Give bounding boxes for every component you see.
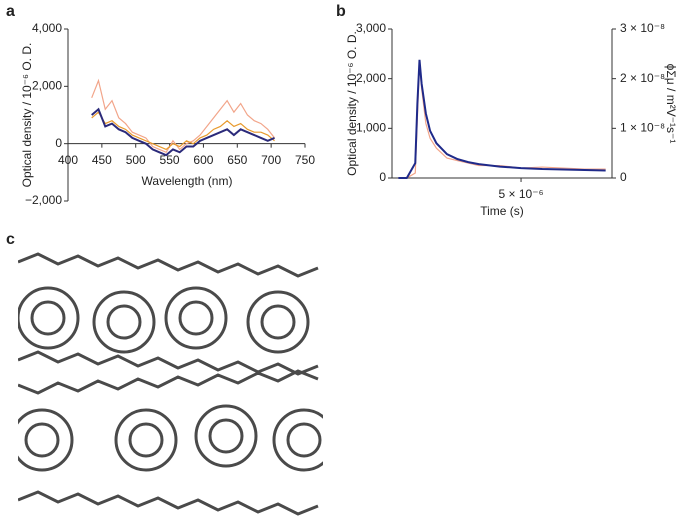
y-tick-label: 2,000 <box>32 79 62 93</box>
y2-tick-label: 3 × 10⁻⁸ <box>620 21 665 35</box>
y-tick-label: 2,000 <box>356 71 386 85</box>
y2-tick-label: 0 <box>620 170 627 184</box>
x-tick-label: 600 <box>193 153 213 167</box>
y2-axis-label: ϕΣμ / m²V⁻¹s⁻¹ <box>664 64 678 144</box>
y2-tick-label: 2 × 10⁻⁸ <box>620 71 665 85</box>
data-line <box>91 111 275 151</box>
x-axis-label: Wavelength (nm) <box>142 174 233 188</box>
data-line <box>398 59 606 179</box>
x-tick-label: 750 <box>295 153 315 167</box>
x-axis-label: Time (s) <box>480 204 524 218</box>
y-tick-label: 4,000 <box>32 21 62 35</box>
x-tick-label: 500 <box>126 153 146 167</box>
crystal-structure <box>18 252 323 516</box>
y-tick-label: 0 <box>379 170 386 184</box>
x-tick-label: 450 <box>92 153 112 167</box>
panel-label: c <box>6 231 15 248</box>
x-tick-label: 550 <box>160 153 180 167</box>
y-tick-label: −2,000 <box>25 193 62 207</box>
y-tick-label: 0 <box>55 136 62 150</box>
x-tick-label: 700 <box>261 153 281 167</box>
y-axis-label: Optical density / 10⁻⁶ O. D. <box>345 31 359 176</box>
x-tick-label: 650 <box>227 153 247 167</box>
y-tick-label: 1,000 <box>356 121 386 135</box>
data-line <box>91 107 275 157</box>
data-line <box>91 78 275 154</box>
x-tick-label: 400 <box>58 153 78 167</box>
panel-label: b <box>336 3 346 20</box>
panel-label: a <box>6 3 15 20</box>
y-tick-label: 3,000 <box>356 21 386 35</box>
data-line <box>398 63 606 179</box>
y-axis-label: Optical density / 10⁻⁶ O. D. <box>20 43 34 188</box>
x-tick-label: 5 × 10⁻⁶ <box>499 187 544 201</box>
y2-tick-label: 1 × 10⁻⁸ <box>620 121 665 135</box>
